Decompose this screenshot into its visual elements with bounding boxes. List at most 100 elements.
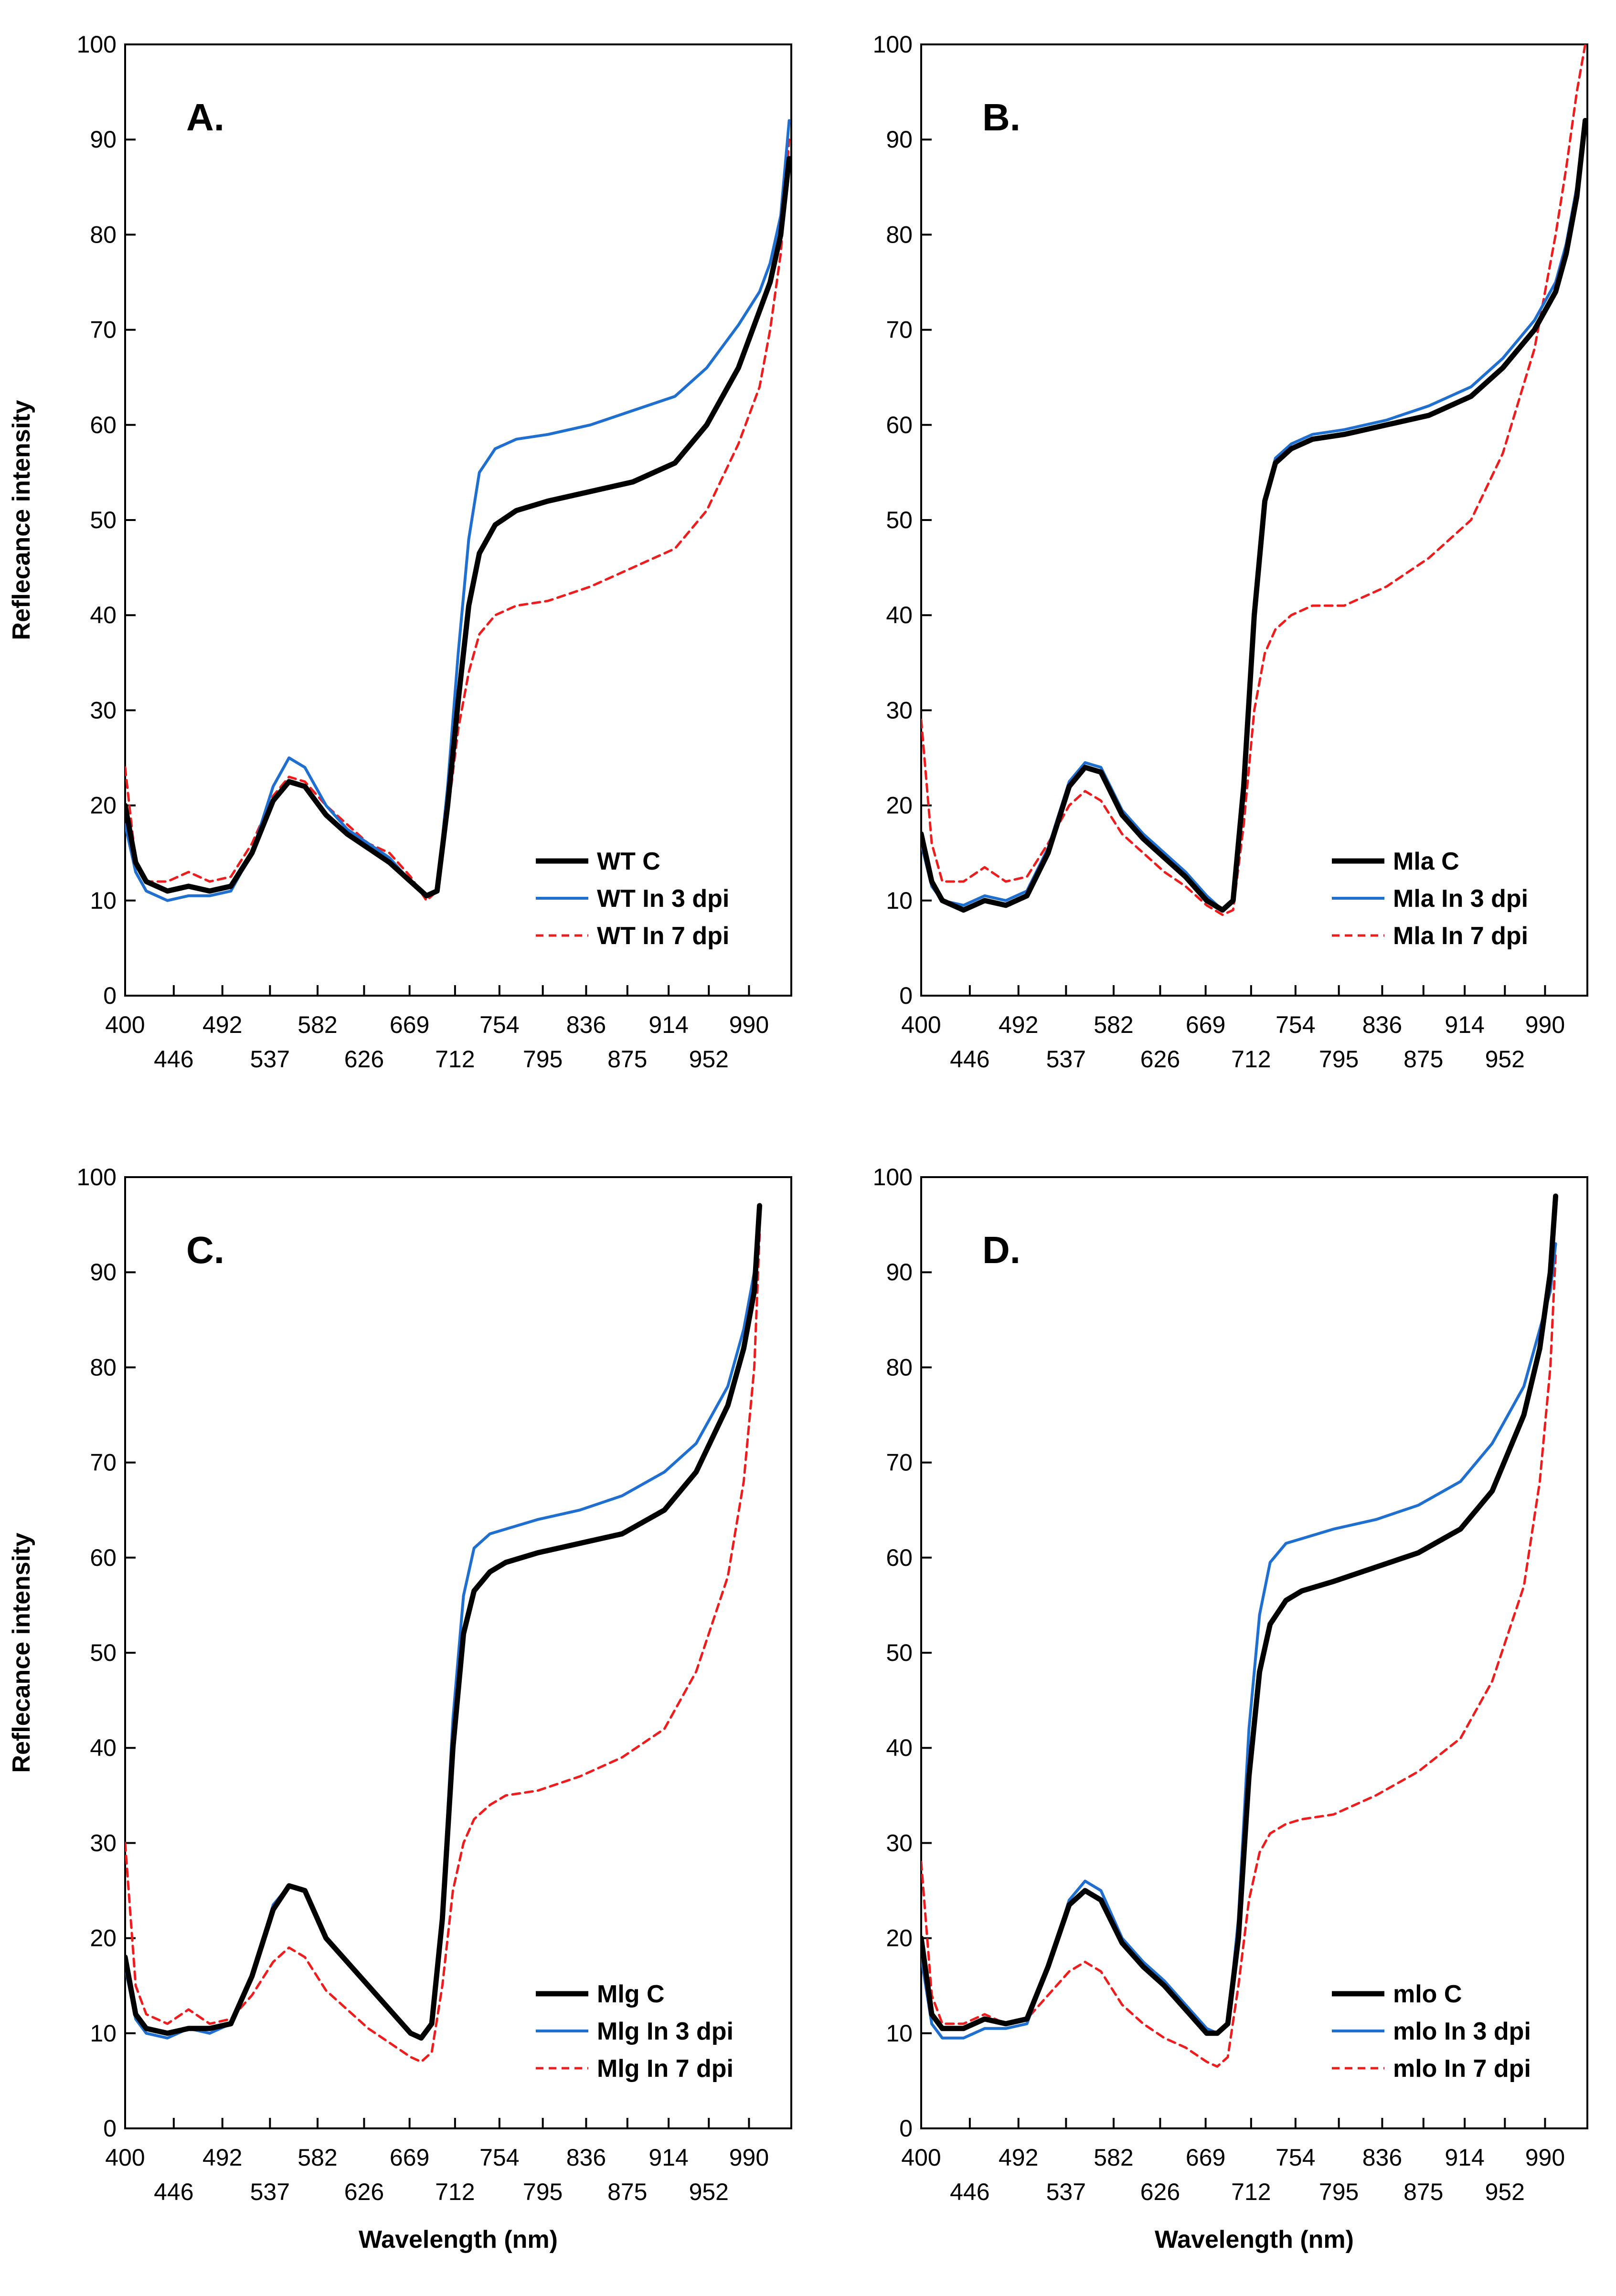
- x-tick-label: 836: [566, 1011, 606, 1038]
- series-line-d7: [125, 1233, 761, 2063]
- y-axis-title: Reflecance intensity: [8, 1532, 35, 1773]
- x-tick-label: 582: [1094, 2144, 1133, 2171]
- legend-label: WT C: [597, 848, 660, 875]
- x-tick-label: 669: [390, 1011, 429, 1038]
- chart-panel-1: 0 10 20 30 40 50 60 70 80 90 100 400 492 582 669 754 836…: [8, 31, 792, 1073]
- x-tick-label: 754: [479, 1011, 519, 1038]
- y-tick-label: 30: [886, 697, 913, 723]
- y-tick-label: 50: [886, 507, 913, 533]
- y-tick-label: 100: [77, 1164, 117, 1191]
- legend-label: mlo In 7 dpi: [1393, 2055, 1531, 2083]
- plot-frame: [124, 43, 792, 997]
- x-axis-title: Wavelength (nm): [359, 2226, 558, 2253]
- x-tick-label: 875: [1403, 2179, 1443, 2205]
- y-tick-label: 90: [90, 1259, 117, 1286]
- y-tick-label: 50: [90, 507, 117, 533]
- x-tick-label: 582: [1094, 1011, 1133, 1038]
- y-tick-label: 100: [873, 31, 913, 58]
- x-tick-label: 582: [298, 2144, 337, 2171]
- y-tick-label: 20: [886, 792, 913, 819]
- x-axis-title: Wavelength (nm): [1155, 2226, 1354, 2253]
- x-tick-label: 836: [566, 2144, 606, 2171]
- legend-label: Mlg C: [597, 1980, 665, 2008]
- plot-frame: [920, 1176, 1588, 2129]
- y-tick-label: 80: [90, 221, 117, 248]
- x-tick-label: 952: [689, 1046, 729, 1073]
- series-group: [125, 1203, 763, 2063]
- y-tick-label: 40: [886, 1734, 913, 1761]
- x-tick-label: 836: [1362, 1011, 1402, 1038]
- y-tick-label: 0: [899, 982, 913, 1009]
- y-tick-label: 70: [886, 1449, 913, 1476]
- x-tick-label: 914: [649, 1011, 688, 1038]
- x-tick-label: 537: [250, 1046, 290, 1073]
- panel-label: D.: [982, 1229, 1021, 1271]
- chart-panel-2: 0 10 20 30 40 50 60 70 80 90 100 400 492 582 669 754 836…: [873, 31, 1588, 1073]
- y-tick-label: 50: [90, 1639, 117, 1666]
- x-tick-label: 492: [999, 2144, 1038, 2171]
- x-tick-label: 795: [523, 2179, 563, 2205]
- x-tick-label: 875: [607, 2179, 647, 2205]
- x-tick-label: 914: [649, 2144, 688, 2171]
- panel-label: C.: [186, 1229, 224, 1271]
- series-line-d3: [921, 119, 1587, 912]
- series-line-control: [921, 1193, 1559, 2036]
- x-tick-label: 990: [729, 2144, 769, 2171]
- y-tick-label: 50: [886, 1639, 913, 1666]
- x-tick-label: 626: [1140, 1046, 1180, 1073]
- x-tick-label: 754: [1276, 2144, 1315, 2171]
- x-tick-label: 914: [1445, 2144, 1484, 2171]
- y-tick-label: 70: [886, 317, 913, 343]
- legend-label: Mla C: [1393, 848, 1459, 875]
- y-tick-label: 60: [886, 412, 913, 438]
- y-tick-label: 10: [90, 2020, 117, 2047]
- x-tick-label: 400: [105, 1011, 145, 1038]
- y-tick-label: 40: [886, 602, 913, 628]
- y-tick-label: 80: [90, 1354, 117, 1381]
- legend-label: WT In 3 dpi: [597, 885, 729, 913]
- y-tick-label: 30: [90, 697, 117, 723]
- panel-label: B.: [982, 96, 1021, 138]
- y-tick-label: 0: [899, 2115, 913, 2142]
- x-tick-label: 712: [435, 2179, 475, 2205]
- x-tick-label: 492: [202, 2144, 242, 2171]
- x-tick-label: 990: [729, 1011, 769, 1038]
- series-line-d7: [125, 138, 791, 902]
- x-tick-label: 582: [298, 1011, 337, 1038]
- legend-label: mlo In 3 dpi: [1393, 2018, 1531, 2045]
- y-tick-label: 90: [886, 126, 913, 153]
- y-tick-label: 70: [90, 317, 117, 343]
- y-tick-label: 70: [90, 1449, 117, 1476]
- x-tick-label: 537: [1046, 1046, 1086, 1073]
- x-tick-label: 952: [1485, 1046, 1525, 1073]
- y-tick-label: 30: [90, 1829, 117, 1856]
- x-tick-label: 492: [202, 1011, 242, 1038]
- x-tick-label: 446: [950, 2179, 989, 2205]
- y-tick-label: 10: [886, 887, 913, 914]
- series-group: [921, 44, 1587, 916]
- y-tick-label: 10: [886, 2020, 913, 2047]
- y-tick-label: 20: [90, 1925, 117, 1952]
- x-tick-label: 669: [1186, 2144, 1225, 2171]
- x-tick-label: 875: [1403, 1046, 1443, 1073]
- x-tick-label: 626: [1140, 2179, 1180, 2205]
- legend-label: Mla In 7 dpi: [1393, 922, 1528, 950]
- x-tick-label: 537: [1046, 2179, 1086, 2205]
- y-tick-label: 20: [90, 792, 117, 819]
- chart-panel-3: 0 10 20 30 40 50 60 70 80 90 100 400 492 582 669 754 836…: [8, 1164, 792, 2253]
- y-tick-label: 30: [886, 1829, 913, 1856]
- series-group: [921, 1193, 1559, 2068]
- plot-frame: [920, 43, 1588, 997]
- x-tick-label: 626: [344, 1046, 384, 1073]
- series-group: [125, 119, 791, 902]
- x-tick-label: 446: [154, 1046, 193, 1073]
- legend-label: mlo C: [1393, 1980, 1462, 2008]
- legend-label: Mla In 3 dpi: [1393, 885, 1528, 913]
- y-tick-label: 10: [90, 887, 117, 914]
- y-tick-label: 40: [90, 1734, 117, 1761]
- x-tick-label: 795: [523, 1046, 563, 1073]
- y-tick-label: 60: [90, 412, 117, 438]
- x-tick-label: 626: [344, 2179, 384, 2205]
- x-tick-label: 990: [1525, 1011, 1565, 1038]
